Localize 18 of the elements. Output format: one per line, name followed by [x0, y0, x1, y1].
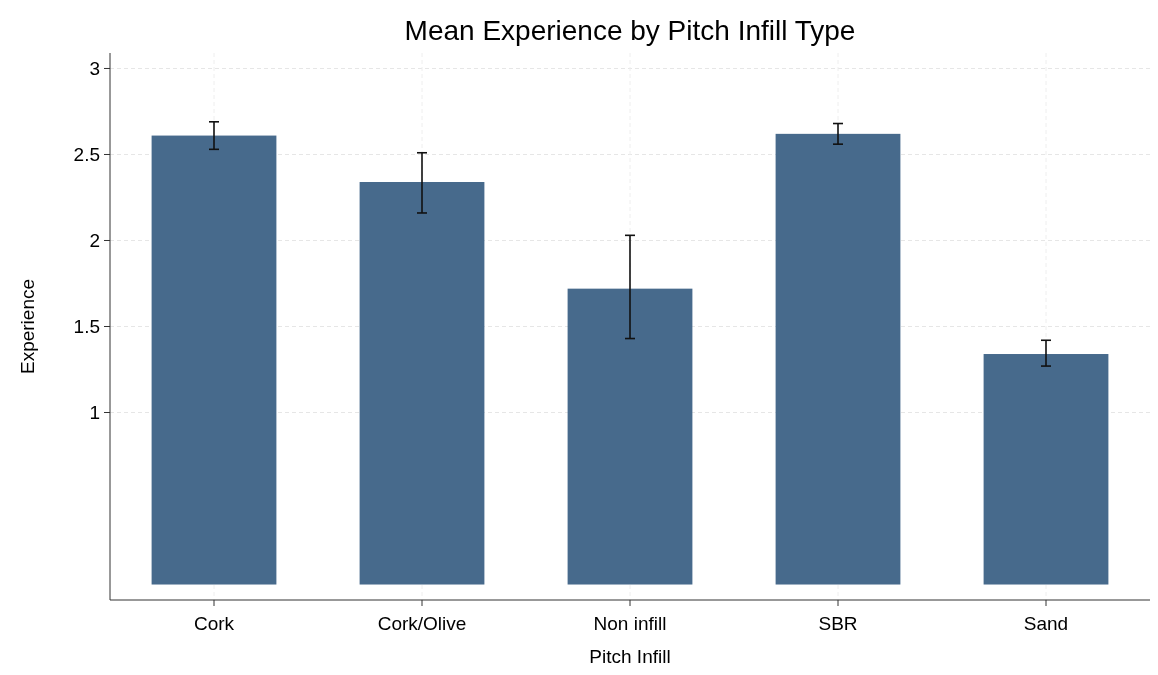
bar	[567, 288, 693, 585]
bar	[359, 182, 485, 585]
y-tick-label: 2	[89, 230, 100, 252]
x-tick-label: SBR	[818, 613, 858, 634]
y-tick-label: 2.5	[73, 144, 100, 166]
chart-title: Mean Experience by Pitch Infill Type	[404, 15, 856, 46]
bar	[151, 135, 277, 585]
x-tick-label: Non infill	[593, 613, 667, 634]
x-tick-label: Cork	[193, 613, 235, 634]
bar	[775, 133, 901, 585]
bar	[983, 354, 1109, 585]
y-tick-label: 1.5	[73, 316, 100, 338]
y-axis-title: Experience	[17, 278, 38, 375]
y-tick-label: 3	[89, 58, 100, 80]
y-tick-label: 1	[89, 402, 100, 424]
x-tick-label: Sand	[1023, 613, 1069, 634]
x-tick-label: Cork/Olive	[377, 613, 467, 634]
x-axis-title: Pitch Infill	[589, 646, 671, 667]
